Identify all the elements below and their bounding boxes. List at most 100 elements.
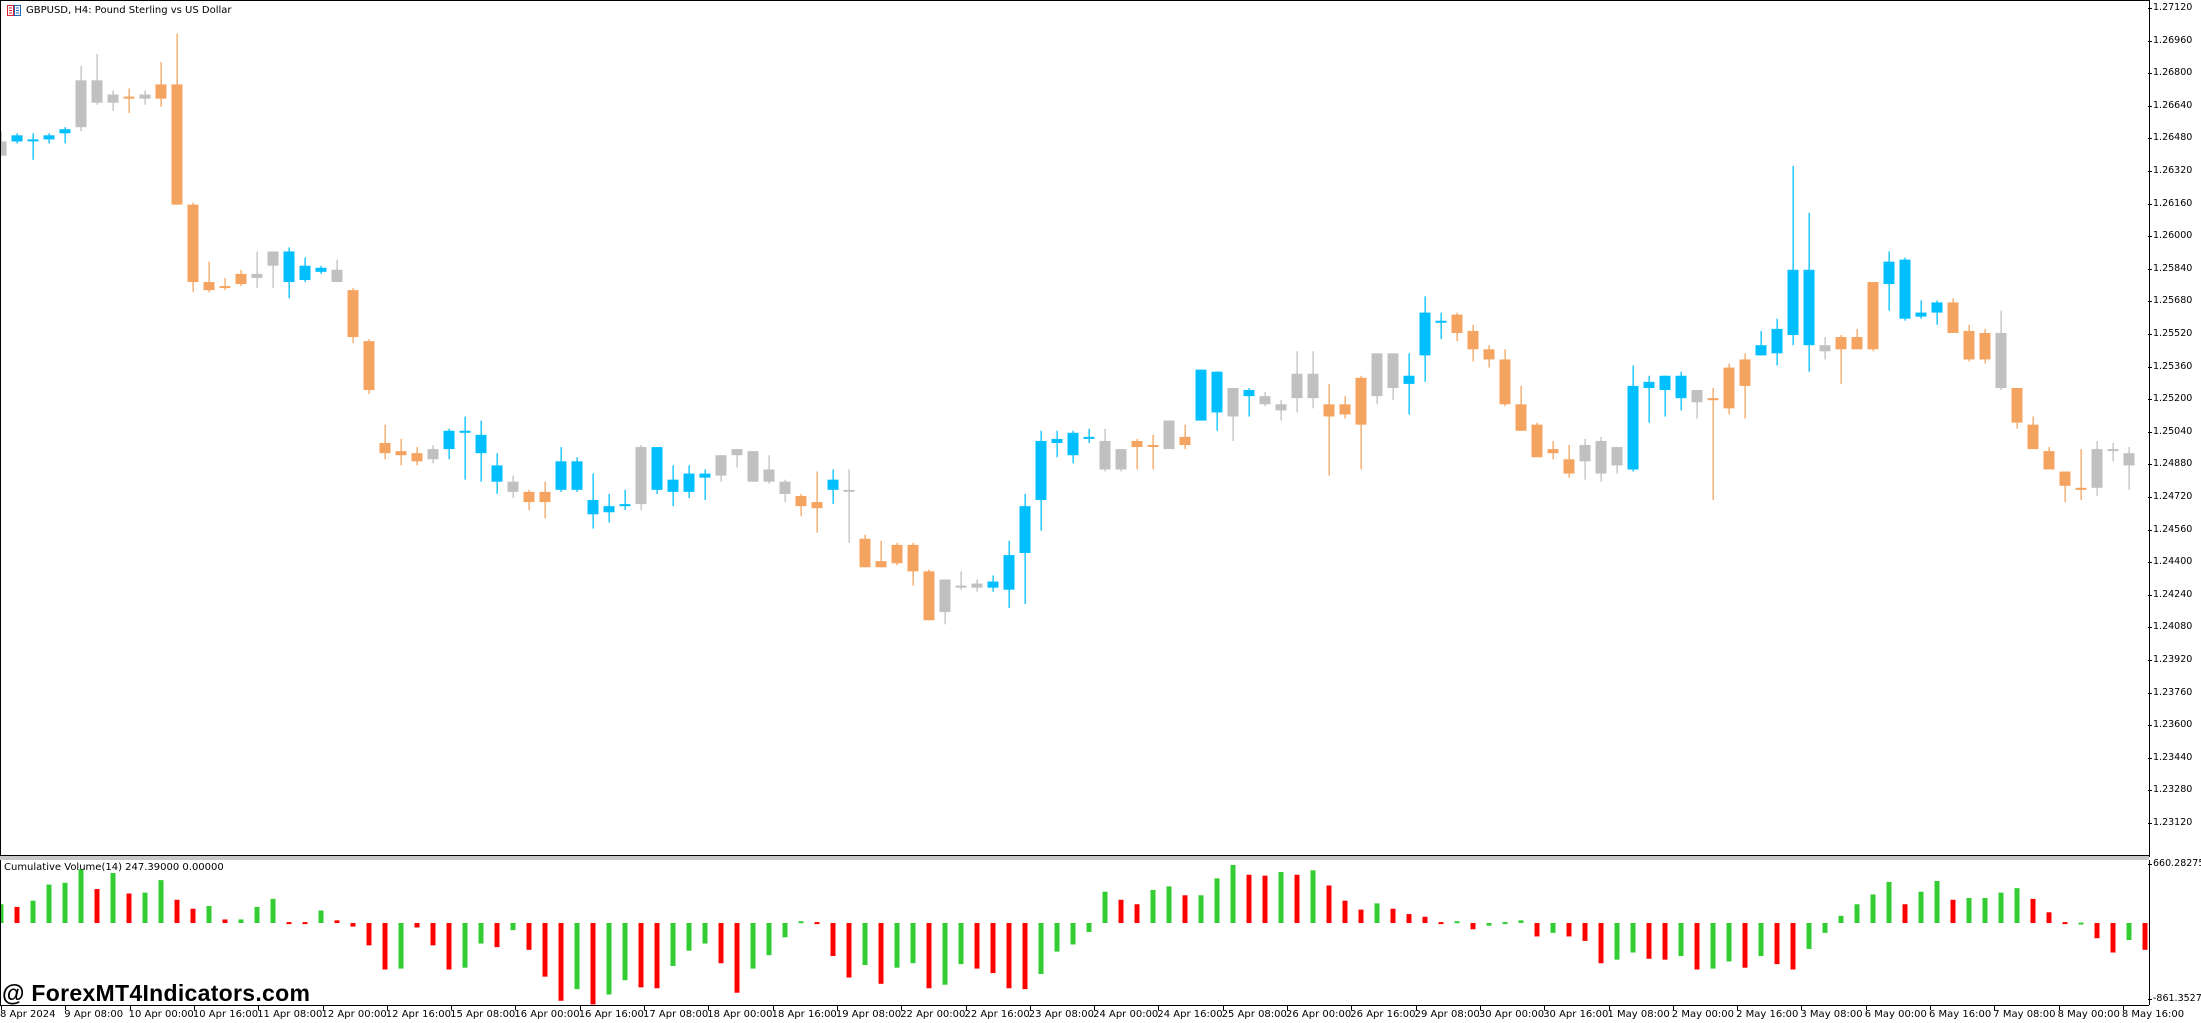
- histogram-bar: [382, 923, 388, 970]
- histogram-bar: [1374, 903, 1380, 924]
- time-tick: [129, 1005, 131, 1010]
- candle: [1179, 424, 1191, 450]
- price-tick: [2148, 594, 2152, 596]
- candle: [1067, 430, 1079, 464]
- histogram-bar: [2142, 923, 2148, 950]
- candle: [619, 489, 631, 511]
- candle: [1979, 328, 1991, 364]
- candle: [571, 457, 583, 492]
- time-label: 29 Apr 08:00: [1414, 1009, 1480, 1020]
- time-label: 22 Apr 00:00: [900, 1009, 966, 1020]
- histogram-bar: [1038, 923, 1044, 974]
- histogram-bar: [1054, 923, 1060, 952]
- candle: [907, 542, 919, 586]
- price-tick: [2148, 203, 2152, 205]
- time-label: 24 Apr 16:00: [1157, 1009, 1223, 1020]
- candle: [1099, 428, 1111, 472]
- candle: [1883, 251, 1895, 311]
- histogram-bar: [1742, 923, 1748, 968]
- candle: [427, 445, 439, 464]
- candle: [1739, 353, 1751, 419]
- candle: [715, 455, 727, 482]
- histogram-bar: [1598, 923, 1604, 964]
- candle: [1787, 165, 1799, 346]
- price-tick: [2148, 236, 2152, 238]
- histogram-bar: [926, 923, 932, 989]
- price-label: 1.26640: [2153, 99, 2193, 111]
- candle: [1467, 324, 1479, 362]
- price-tick: [2148, 171, 2152, 172]
- time-label: 10 Apr 16:00: [192, 1009, 259, 1020]
- histogram-bar: [366, 923, 372, 946]
- histogram-bar: [1470, 923, 1476, 930]
- candle: [379, 424, 391, 460]
- candle: [219, 277, 231, 291]
- histogram-bar: [478, 923, 484, 944]
- histogram-bar: [2062, 922, 2068, 925]
- histogram-bar: [894, 923, 900, 968]
- histogram-bar: [638, 923, 644, 988]
- histogram-bar: [1694, 923, 1700, 970]
- candle: [1643, 375, 1655, 423]
- time-tick: [1994, 1005, 1996, 1010]
- price-label: 1.24080: [2153, 621, 2193, 633]
- histogram-bar: [750, 923, 756, 969]
- histogram-bar: [2094, 923, 2100, 939]
- histogram-bar: [1966, 897, 1972, 924]
- candle: [91, 53, 103, 105]
- candle: [1659, 375, 1671, 417]
- candle: [1547, 440, 1559, 460]
- histogram-bar: [798, 921, 804, 924]
- candlestick-series: [1, 33, 2135, 625]
- candle: [443, 428, 455, 460]
- price-chart-panel[interactable]: GBPUSD, H4: Pound Sterling vs US Dollar: [0, 0, 2150, 857]
- price-label: 1.24720: [2153, 491, 2193, 502]
- price-tick: [2148, 529, 2152, 531]
- histogram-bar: [142, 892, 148, 924]
- histogram-bar: [1982, 897, 1988, 924]
- histogram-bar: [238, 919, 244, 924]
- time-tick: [772, 1005, 774, 1010]
- candle: [363, 339, 375, 395]
- candle: [1163, 420, 1175, 450]
- histogram-bar: [1278, 872, 1284, 924]
- candle: [1819, 337, 1831, 360]
- price-label: 1.26800: [2153, 67, 2193, 79]
- histogram-bar: [270, 898, 276, 924]
- price-tick: [2148, 660, 2152, 661]
- price-label: 1.24880: [2153, 458, 2193, 470]
- candle: [347, 288, 359, 344]
- candle: [507, 475, 519, 498]
- histogram-bar: [1150, 889, 1156, 924]
- candle: [459, 416, 471, 480]
- histogram-bar: [174, 899, 180, 924]
- candle: [1931, 300, 1943, 325]
- candle: [235, 269, 247, 287]
- candle: [1307, 351, 1319, 409]
- time-tick: [1544, 1005, 1546, 1010]
- indicator-panel[interactable]: Cumulative Volume(14) 247.39000 0.00000: [0, 860, 2150, 1005]
- histogram-bar: [1918, 891, 1924, 924]
- histogram-bar: [1886, 881, 1892, 924]
- time-tick: [1415, 1005, 1417, 1010]
- histogram-bar: [1710, 923, 1716, 969]
- candle: [411, 447, 423, 466]
- candle: [1595, 436, 1607, 482]
- histogram-bar: [574, 923, 580, 990]
- candle: [859, 534, 871, 568]
- price-label: 1.23600: [2153, 719, 2193, 731]
- histogram-bar: [1118, 899, 1124, 924]
- candle: [827, 469, 839, 505]
- candle: [1195, 369, 1207, 421]
- histogram-bar: [1422, 916, 1428, 924]
- price-tick: [2148, 334, 2152, 335]
- candle: [2091, 440, 2103, 496]
- candle: [283, 247, 295, 299]
- price-label: 1.24560: [2153, 523, 2193, 535]
- candle: [2107, 442, 2119, 462]
- time-tick: [644, 1005, 645, 1010]
- price-label: 1.25840: [2153, 262, 2193, 274]
- candle: [603, 493, 615, 523]
- price-label: 1.24400: [2153, 556, 2193, 568]
- time-label: 25 Apr 08:00: [1221, 1009, 1287, 1020]
